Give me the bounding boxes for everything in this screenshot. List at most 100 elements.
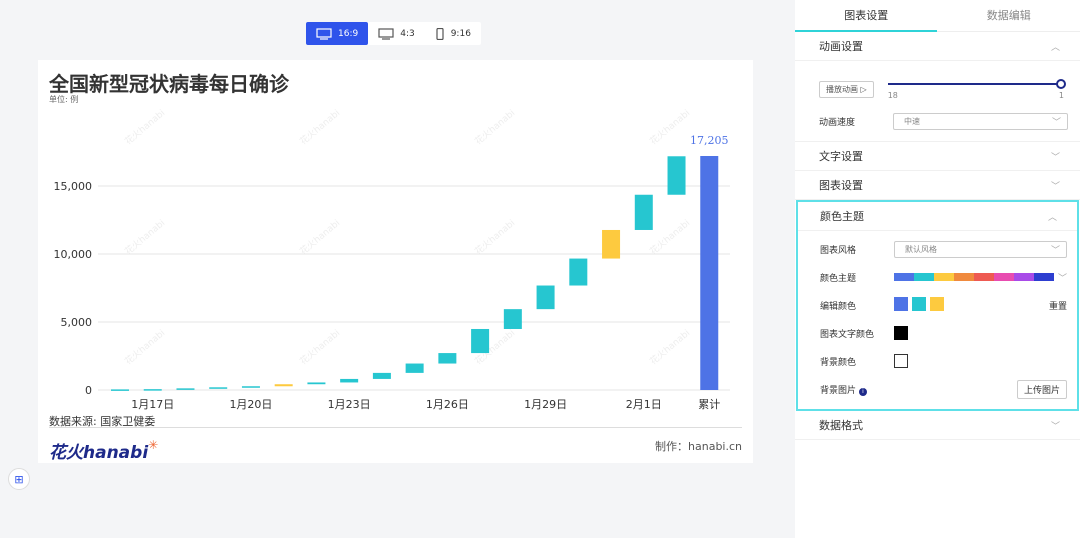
bar[interactable] [372, 372, 391, 379]
watermark-text: 花火hanabi [297, 107, 342, 147]
chevron-down-icon: ﹀ [1050, 181, 1060, 192]
divider [49, 427, 742, 428]
text-color-swatch[interactable] [894, 326, 908, 340]
play-animation-button[interactable]: 播放动画 ▷ [819, 80, 874, 98]
ratio-toggle: 16:9 4:3 9:16 [306, 22, 481, 45]
chart-card: 花火hanabi 花火hanabi 花火hanabi 花火hanabi 花火hanabi… [38, 60, 753, 463]
y-tick-label: 5,000 [61, 316, 93, 329]
section-chart-header[interactable]: 图表设置 ﹀ [795, 171, 1080, 200]
section-text-header[interactable]: 文字设置 ﹀ [795, 142, 1080, 171]
bg-color-label: 背景颜色 [820, 357, 857, 368]
chart-unit: 单位: 例 [49, 95, 79, 104]
animation-settings: 播放动画 ▷ 18 1 动画速度 中速 ﹀ [795, 61, 1080, 142]
chevron-down-icon[interactable]: ﹀ [1057, 273, 1067, 284]
ratio-16-9-label: 16:9 [338, 28, 359, 39]
edit-color-swatch[interactable] [894, 296, 908, 311]
spark-icon: ✳ [148, 438, 159, 452]
bar[interactable] [307, 382, 326, 385]
info-icon[interactable]: i [859, 387, 868, 396]
section-data-format-header[interactable]: 数据格式 ﹀ [795, 411, 1080, 440]
play-icon: ▷ [860, 84, 867, 94]
section-animation-header[interactable]: 动画设置 ︿ [795, 32, 1080, 61]
palette-color [934, 273, 954, 281]
section-color-title: 颜色主题 [820, 210, 864, 223]
bar[interactable] [143, 389, 162, 391]
watermark-text: 花火hanabi [297, 327, 342, 367]
y-tick-label: 0 [85, 384, 92, 397]
upload-image-button[interactable]: 上传图片 [1016, 379, 1067, 399]
bar[interactable] [274, 384, 293, 387]
watermark-text: 花火hanabi [647, 217, 692, 257]
bar[interactable] [634, 194, 653, 230]
edit-color-swatch[interactable] [912, 296, 926, 311]
bar[interactable] [700, 156, 719, 390]
edit-color-label: 编辑颜色 [820, 301, 857, 312]
watermark-text: 花火hanabi [472, 107, 517, 147]
watermark-text: 花火hanabi [122, 107, 167, 147]
waterfall-chart: 花火hanabi 花火hanabi 花火hanabi 花火hanabi 花火hanabi… [54, 107, 730, 411]
palette-color [1014, 273, 1034, 281]
x-tick-label: 1月17日 [131, 398, 174, 411]
style-value: 默认风格 [905, 244, 937, 254]
chevron-up-icon: ︿ [1047, 212, 1057, 223]
ratio-4-3-label: 4:3 [400, 28, 415, 39]
palette-color [914, 273, 934, 281]
edit-color-swatch[interactable] [930, 296, 944, 311]
slider-track [887, 83, 1062, 85]
tab-data-edit[interactable]: 数据编辑 [986, 9, 1031, 22]
bar[interactable] [602, 229, 621, 259]
speed-select[interactable]: 中速 ﹀ [893, 112, 1068, 130]
brand-logo: 花火hanabi✳ [49, 438, 158, 463]
animation-slider[interactable]: 18 1 [887, 75, 1068, 103]
chart-title: 全国新型冠状病毒每日确诊 [49, 72, 289, 96]
bar[interactable] [471, 328, 490, 354]
speed-value: 中速 [904, 116, 920, 126]
edit-color-swatches [894, 296, 948, 314]
bar[interactable] [667, 156, 686, 195]
bar[interactable] [405, 363, 424, 373]
section-color-header[interactable]: 颜色主题 ︿ [798, 202, 1077, 231]
chevron-down-icon: ﹀ [1050, 152, 1060, 163]
tab-chart-settings[interactable]: 图表设置 [844, 9, 889, 22]
book-icon[interactable]: ⊞ [8, 468, 30, 490]
ratio-9-16-label: 9:16 [450, 28, 471, 39]
ratio-4-3-button[interactable]: 4:3 [368, 22, 424, 45]
bar[interactable] [209, 387, 228, 389]
bar[interactable] [111, 389, 129, 391]
bar[interactable] [503, 309, 522, 329]
theme-label: 颜色主题 [820, 273, 857, 284]
text-color-label: 图表文字颜色 [820, 329, 875, 340]
palette-color [974, 273, 994, 281]
palette-color [994, 273, 1014, 281]
x-tick-label: 2月1日 [626, 398, 662, 411]
bar[interactable] [340, 378, 359, 383]
reset-button[interactable]: 重置 [1048, 301, 1067, 312]
slider-max-label: 1 [1058, 91, 1064, 100]
x-tick-label: 1月23日 [328, 398, 371, 411]
ratio-9-16-button[interactable]: 9:16 [425, 22, 481, 45]
bar[interactable] [241, 386, 260, 388]
color-settings: 图表风格 默认风格 ﹀ 颜色主题 ﹀ 编辑颜色 重置 图表文字颜色 [798, 231, 1077, 409]
chevron-up-icon: ︿ [1050, 42, 1060, 53]
bar[interactable] [569, 258, 588, 286]
palette-color [1034, 273, 1054, 281]
monitor-icon [378, 27, 394, 40]
section-data-format-title: 数据格式 [819, 419, 863, 432]
color-theme-palette[interactable] [894, 273, 1054, 281]
maker-credit: 制作：hanabi.cn [655, 440, 742, 453]
bar[interactable] [438, 353, 457, 364]
bar[interactable] [536, 285, 555, 310]
brand-text: 花火hanabi [49, 443, 149, 463]
bg-color-swatch[interactable] [894, 354, 908, 368]
style-select[interactable]: 默认风格 ﹀ [894, 240, 1067, 258]
palette-color [954, 273, 974, 281]
data-source: 数据来源: 国家卫健委 [49, 415, 156, 428]
bar[interactable] [176, 388, 195, 390]
chevron-down-icon: ﹀ [1051, 117, 1061, 128]
slider-min-label: 18 [887, 91, 898, 100]
settings-panel: 图表设置 数据编辑 动画设置 ︿ 播放动画 ▷ 18 1 动画速度 中速 ﹀ 文… [795, 0, 1080, 538]
slider-handle[interactable] [1056, 79, 1066, 89]
ratio-16-9-button[interactable]: 16:9 [306, 22, 369, 45]
monitor-icon [316, 27, 332, 40]
total-value-label: 17,205 [690, 134, 729, 147]
